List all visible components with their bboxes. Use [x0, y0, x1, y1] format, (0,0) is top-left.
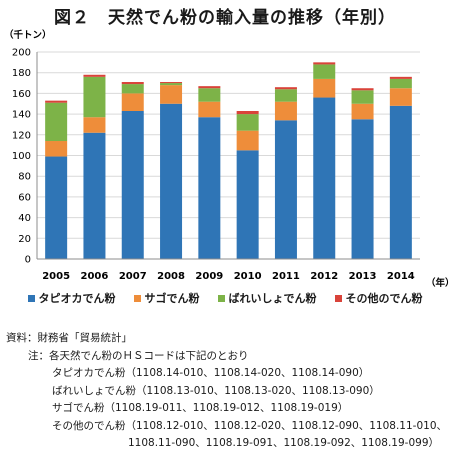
bar-segment	[389, 78, 412, 89]
bar-segment	[198, 101, 221, 118]
y-tick-label: 200	[12, 48, 31, 59]
x-axis-label: （年）	[426, 277, 450, 289]
hs-code-note-item: タピオカでん粉（1108.14-010、1108.14-020、1108.14-…	[52, 367, 370, 379]
bar-segment	[236, 110, 259, 115]
bar-segment	[45, 102, 68, 142]
y-axis-label: （千トン）	[4, 29, 52, 41]
y-tick-label: 40	[18, 213, 31, 224]
bar-segment	[236, 130, 259, 151]
x-tick-label: 2012	[310, 271, 338, 282]
y-tick-label: 0	[25, 255, 31, 266]
bar-segment	[121, 84, 144, 94]
bar-segment	[313, 64, 336, 79]
legend-item-other: その他のでん粉	[334, 290, 423, 306]
bar-segment	[351, 90, 374, 104]
bar-segment	[198, 88, 221, 102]
x-tick-label: 2005	[42, 271, 70, 282]
bar-segment	[121, 93, 144, 111]
legend-label-tapioca: タピオカでん粉	[38, 292, 116, 305]
y-tick-label: 160	[12, 89, 31, 100]
bar-segment	[198, 117, 221, 259]
y-tick-label: 120	[12, 130, 31, 141]
x-tick-label: 2007	[119, 271, 147, 282]
legend-label-sago: サゴでん粉	[144, 292, 200, 305]
bar-segment	[389, 76, 412, 79]
bar-segment	[274, 87, 297, 90]
legend-swatch-tapioca	[27, 294, 35, 302]
bar-segment	[313, 78, 336, 98]
y-tick-label: 20	[18, 234, 31, 245]
bar-segment	[83, 76, 106, 118]
bar-segment	[45, 100, 68, 103]
x-tick-label: 2010	[234, 271, 262, 282]
y-tick-label: 140	[12, 110, 31, 121]
source-note: 資料：財務省「貿易統計」	[6, 332, 132, 344]
bar-segment	[160, 82, 183, 84]
bar-segment	[274, 89, 297, 102]
legend-label-other: その他のでん粉	[345, 292, 423, 305]
hs-code-note-header: 注：各天然でん粉のＨＳコードは下記のとおり	[28, 349, 249, 362]
y-tick-label: 100	[12, 151, 31, 162]
chart-legend: タピオカでん粉 サゴでん粉 ばれいしょでん粉 その他のでん粉	[0, 290, 450, 306]
x-tick-label: 2014	[387, 271, 415, 282]
chart-title: 図２ 天然でん粉の輸入量の推移（年別）	[54, 8, 396, 28]
hs-code-note-continuation: 1108.11-090、1108.19-091、1108.19-092、1108…	[128, 437, 440, 449]
bar-segment	[45, 156, 68, 259]
hs-code-note-item: その他のでん粉（1108.12-010、1108.12-020、1108.12-…	[52, 419, 448, 432]
bar-segment	[236, 114, 259, 131]
bar-segment	[121, 110, 144, 260]
x-tick-label: 2009	[195, 271, 223, 282]
bar-segment	[313, 97, 336, 259]
bar-segment	[83, 117, 106, 133]
bar-segment	[160, 103, 183, 259]
x-tick-label: 2008	[157, 271, 185, 282]
legend-label-potato: ばれいしょでん粉	[228, 292, 317, 305]
hs-code-note-item: サゴでん粉（1108.19-011、1108.19-012、1108.19-01…	[52, 402, 349, 414]
x-tick-label: 2011	[272, 271, 300, 282]
bar-segment	[236, 150, 259, 259]
chart-notes: 資料：財務省「貿易統計」 注：各天然でん粉のＨＳコードは下記のとおり タピオカで…	[6, 330, 448, 453]
legend-item-sago: サゴでん粉	[133, 290, 200, 306]
bar-segment	[389, 88, 412, 106]
legend-swatch-sago	[133, 294, 141, 302]
bar-segment	[160, 85, 183, 104]
bar-segment	[160, 83, 183, 86]
bar-segment	[351, 119, 374, 260]
bar-segment	[351, 103, 374, 120]
stacked-bar-chart: 0 20 40 60 80 100 120 140 160 180 200 （千トン） 2005 2006…	[4, 29, 450, 289]
y-tick-label: 60	[18, 192, 31, 203]
legend-swatch-potato	[217, 294, 225, 302]
legend-swatch-other	[334, 294, 342, 302]
x-tick-label: 2006	[81, 271, 109, 282]
legend-item-tapioca: タピオカでん粉	[27, 290, 116, 306]
bar-segment	[83, 74, 106, 77]
y-tick-label: 180	[12, 68, 31, 79]
hs-code-note-item: ばれいしょでん粉（1108.13-010、1108.13-020、1108.13…	[52, 384, 380, 397]
bar-segment	[198, 86, 221, 89]
bar-segment	[313, 62, 336, 65]
legend-item-potato: ばれいしょでん粉	[217, 290, 317, 306]
bar-segment	[389, 105, 412, 259]
x-tick-label: 2013	[349, 271, 377, 282]
bar-segment	[121, 82, 144, 85]
bar-segment	[274, 120, 297, 259]
y-tick-label: 80	[18, 172, 31, 183]
bar-segment	[45, 141, 68, 157]
bar-segment	[274, 101, 297, 121]
bar-segment	[83, 132, 106, 259]
bar-segment	[351, 88, 374, 91]
